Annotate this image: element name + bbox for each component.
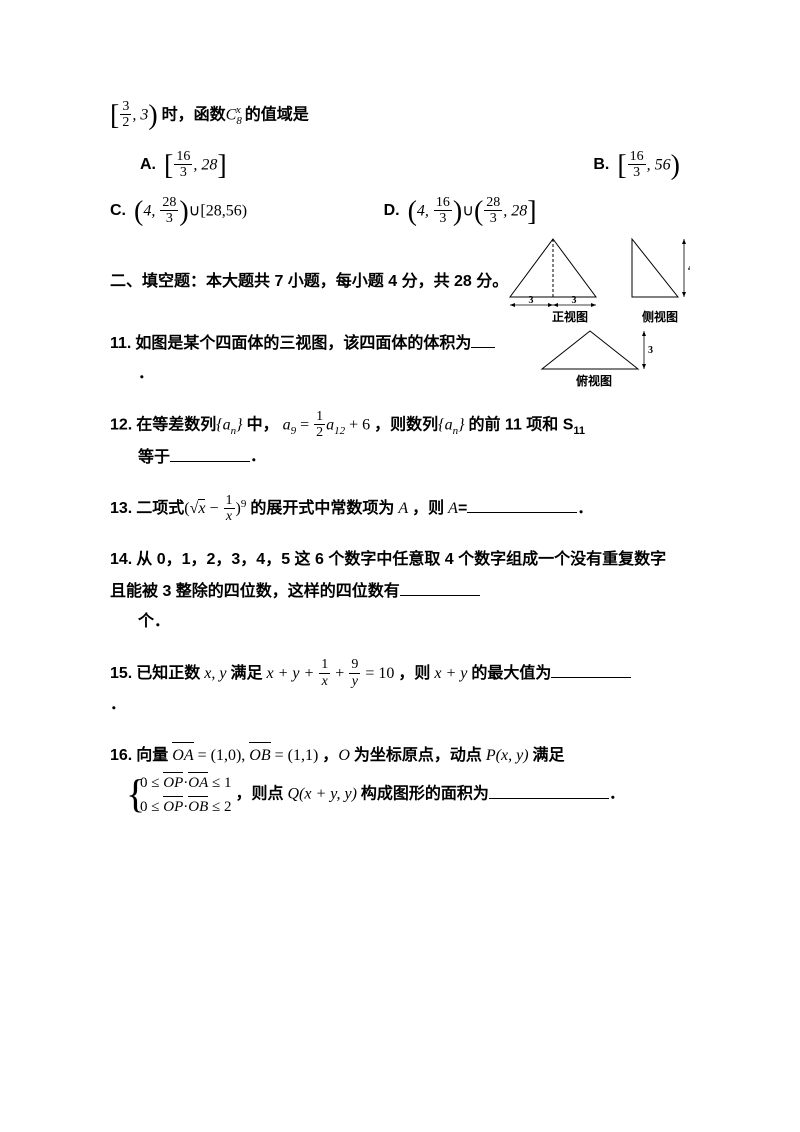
- section2-header: 二、填空题：本大题共 7 小题，每小题 4 分，共 28 分。 3 3: [110, 267, 680, 297]
- q10-options-row1: A. [163, 28] B. [163, 56): [140, 150, 680, 182]
- constraint-system: 0 ≤ OP·OA ≤ 1 0 ≤ OP·OB ≤ 2: [126, 771, 231, 819]
- q13: 13. 二项式(√x − 1x)9 的展开式中常数项为 A ，则 A=．: [110, 493, 680, 525]
- dim-3a: 3: [529, 295, 534, 306]
- blank-q11: [471, 328, 495, 348]
- side-view-label: 侧视图: [642, 309, 678, 324]
- q10-options-row2: C. (4, 283)∪[28,56) D. (4, 163)∪(283, 28…: [110, 196, 680, 228]
- q14: 14. 从 0，1，2，3，4，5 这 6 个数字中任意取 4 个数字组成一个没…: [110, 545, 680, 637]
- option-d: D. (4, 163)∪(283, 28]: [384, 196, 537, 228]
- dim-4: 4: [688, 263, 690, 274]
- blank-q14: [400, 576, 480, 596]
- q10-fragment: [32, 3) 时，函数C8x 的值域是: [110, 100, 680, 132]
- interval-close: ): [148, 100, 157, 131]
- interval-a: 32: [120, 99, 131, 131]
- blank-q16: [489, 779, 609, 799]
- q10-text1: 时，函数: [162, 107, 226, 124]
- blank-q15: [551, 658, 631, 678]
- q16: 16. 向量 OA = (1,0), OB = (1,1) ，O 为坐标原点，动…: [110, 741, 680, 819]
- option-c: C. (4, 283)∪[28,56): [110, 196, 384, 228]
- q12: 12. 在等差数列{an} 中， a9 = 12a12 + 6 ，则数列{an}…: [110, 410, 680, 473]
- front-view-label: 正视图: [552, 309, 588, 324]
- blank-q12: [170, 441, 250, 461]
- page-content: [32, 3) 时，函数C8x 的值域是 A. [163, 28] B. [16…: [0, 0, 800, 899]
- q10-func: C: [226, 107, 237, 124]
- option-b: B. [163, 56): [593, 150, 680, 182]
- interval-open: [: [110, 100, 119, 131]
- q10-text2: 的值域是: [245, 107, 309, 124]
- option-a: A. [163, 28]: [140, 150, 227, 182]
- q11: 11. 如图是某个四面体的三视图，该四面体的体积为 ．: [110, 328, 680, 390]
- blank-q13: [467, 493, 577, 513]
- q15: 15. 已知正数 x, y 满足 x + y + 1x + 9y = 10 ，则…: [110, 658, 680, 721]
- dim-3b: 3: [572, 295, 577, 306]
